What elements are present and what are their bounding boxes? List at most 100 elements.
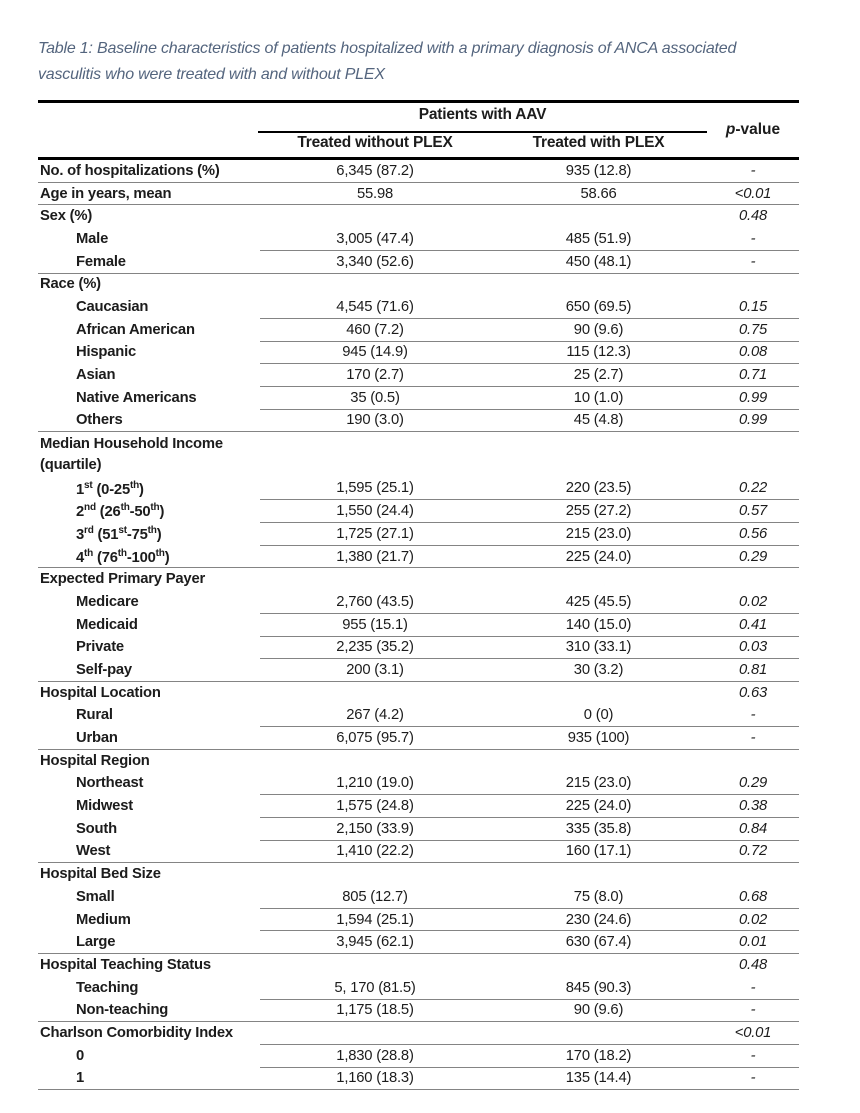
row-label: No. of hospitalizations (%) [40, 162, 220, 179]
column-header-treated-without-plex: Treated without PLEX [297, 134, 453, 151]
cell-treated-without-plex: 1,380 (21.7) [336, 548, 414, 565]
cell-pvalue: 0.68 [739, 888, 767, 905]
row-label: African American [76, 321, 195, 338]
cell-treated-without-plex: 2,235 (35.2) [336, 639, 414, 656]
cell-treated-without-plex: 55.98 [356, 185, 394, 202]
cell-pvalue: 0.38 [739, 798, 767, 815]
cell-treated-without-plex: 805 (12.7) [342, 888, 408, 905]
cell-pvalue: 0.81 [739, 661, 767, 678]
table-row: Non-teaching 1,175 (18.5) 90 (9.6) - [38, 999, 799, 1022]
cell-pvalue: 0.99 [739, 389, 767, 406]
cell-treated-without-plex: 1,410 (22.2) [336, 843, 414, 860]
table-row: 0 1,830 (28.8) 170 (18.2) - [38, 1044, 799, 1068]
cell-treated-without-plex: 4,545 (71.6) [336, 298, 414, 315]
table-row: 4th (76th-100th) 1,380 (21.7) 225 (24.0) 0.… [38, 545, 799, 569]
cell-treated-without-plex: 5, 170 (81.5) [334, 979, 416, 996]
table-row: Hospital Region [38, 749, 799, 772]
row-label: Self-pay [76, 661, 132, 678]
cell-treated-without-plex: 460 (7.2) [346, 321, 404, 338]
table-row: Large 3,945 (62.1) 630 (67.4) 0.01 [38, 931, 799, 954]
cell-pvalue: 0.75 [739, 321, 767, 338]
cell-treated-without-plex: 6,075 (95.7) [336, 730, 414, 747]
cell-treated-with-plex: 75 (8.0) [573, 888, 624, 905]
cell-treated-with-plex: 25 (2.7) [573, 367, 624, 384]
cell-treated-without-plex: 170 (2.7) [346, 367, 404, 384]
cell-pvalue: 0.03 [739, 639, 767, 656]
cell-treated-without-plex: 200 (3.1) [346, 661, 404, 678]
cell-treated-without-plex: 1,830 (28.8) [336, 1047, 414, 1064]
cell-treated-with-plex: 335 (35.8) [565, 820, 632, 837]
table-row: 2nd (26th-50th) 1,550 (24.4) 255 (27.2) 0.5… [38, 500, 799, 523]
row-label: Others [76, 412, 123, 429]
cell-pvalue: - [750, 1002, 756, 1019]
cell-treated-without-plex: 1,594 (25.1) [336, 911, 414, 928]
cell-treated-with-plex: 935 (12.8) [565, 162, 632, 179]
cell-pvalue: 0.84 [739, 820, 767, 837]
row-label: 4th (76th-100th) [76, 547, 170, 566]
cell-pvalue: - [750, 253, 756, 270]
cell-treated-with-plex: 220 (23.5) [565, 480, 632, 497]
cell-treated-with-plex: 425 (45.5) [565, 593, 632, 610]
table-row: Hospital Teaching Status 0.48 [38, 954, 799, 977]
cell-treated-with-plex: 215 (23.0) [565, 775, 632, 792]
cell-pvalue: 0.08 [739, 344, 767, 361]
cell-pvalue: 0.48 [739, 208, 767, 225]
row-label: Male [76, 230, 109, 247]
row-label: Charlson Comorbidity Index [40, 1024, 233, 1041]
cell-pvalue: 0.29 [739, 548, 767, 565]
table-row: Race (%) [38, 273, 799, 296]
cell-treated-with-plex: 485 (51.9) [565, 230, 632, 247]
cell-treated-with-plex: 650 (69.5) [565, 298, 632, 315]
table-row: Sex (%) 0.48 [38, 205, 799, 228]
cell-treated-with-plex: 140 (15.0) [565, 616, 632, 633]
table-row: Median Household Income (quartile) [38, 432, 799, 477]
row-label: West [76, 843, 111, 860]
cell-treated-without-plex: 3,005 (47.4) [336, 230, 414, 247]
row-label: Medium [76, 911, 131, 928]
row-label: Native Americans [76, 389, 197, 406]
cell-treated-without-plex: 945 (14.9) [342, 344, 408, 361]
cell-pvalue: 0.72 [739, 843, 767, 860]
row-label: Non-teaching [76, 1002, 169, 1019]
row-label: Medicare [76, 593, 139, 610]
cell-treated-with-plex: 215 (23.0) [565, 525, 632, 542]
column-group-header-patients-with-aav: Patients with AAV [418, 106, 547, 123]
cell-treated-with-plex: 90 (9.6) [573, 1002, 624, 1019]
cell-pvalue: - [750, 730, 756, 747]
cell-treated-without-plex: 3,340 (52.6) [336, 253, 414, 270]
row-label: Midwest [76, 798, 133, 815]
row-label: Sex (%) [40, 208, 93, 225]
cell-treated-with-plex: 450 (48.1) [565, 253, 632, 270]
row-label: Rural [76, 707, 113, 724]
column-header-pvalue: p -value [707, 103, 799, 157]
cell-treated-without-plex: 1,160 (18.3) [336, 1070, 414, 1087]
cell-pvalue: 0.15 [739, 298, 767, 315]
row-label: Female [76, 253, 126, 270]
cell-treated-with-plex: 845 (90.3) [565, 979, 632, 996]
table-body: No. of hospitalizations (%) 6,345 (87.2) 9… [38, 160, 799, 1090]
cell-treated-without-plex: 955 (15.1) [342, 616, 408, 633]
row-label: 1st (0-25th) [76, 479, 144, 498]
table-row: South 2,150 (33.9) 335 (35.8) 0.84 [38, 817, 799, 841]
cell-treated-without-plex: 35 (0.5) [350, 389, 400, 406]
cell-treated-with-plex: 230 (24.6) [565, 911, 632, 928]
cell-treated-with-plex: 0 (0) [583, 707, 614, 724]
cell-pvalue: 0.71 [739, 367, 767, 384]
row-label: Caucasian [76, 298, 149, 315]
row-label: 3rd (51st-75th) [76, 524, 162, 543]
table-row: 1 1,160 (18.3) 135 (14.4) - [38, 1067, 799, 1090]
row-label: Medicaid [76, 616, 138, 633]
row-label: Hospital Region [40, 752, 150, 769]
table-row: Caucasian 4,545 (71.6) 650 (69.5) 0.15 [38, 296, 799, 319]
cell-treated-with-plex: 225 (24.0) [565, 798, 632, 815]
table-row: Hispanic 945 (14.9) 115 (12.3) 0.08 [38, 341, 799, 364]
cell-pvalue: 0.57 [739, 503, 767, 520]
table-row: Others 190 (3.0) 45 (4.8) 0.99 [38, 409, 799, 433]
table-row: Female 3,340 (52.6) 450 (48.1) - [38, 250, 799, 274]
cell-pvalue: - [750, 230, 756, 247]
cell-pvalue: - [750, 707, 756, 724]
table-row: West 1,410 (22.2) 160 (17.1) 0.72 [38, 840, 799, 864]
row-label: Teaching [76, 979, 139, 996]
cell-pvalue: <0.01 [734, 1024, 772, 1041]
